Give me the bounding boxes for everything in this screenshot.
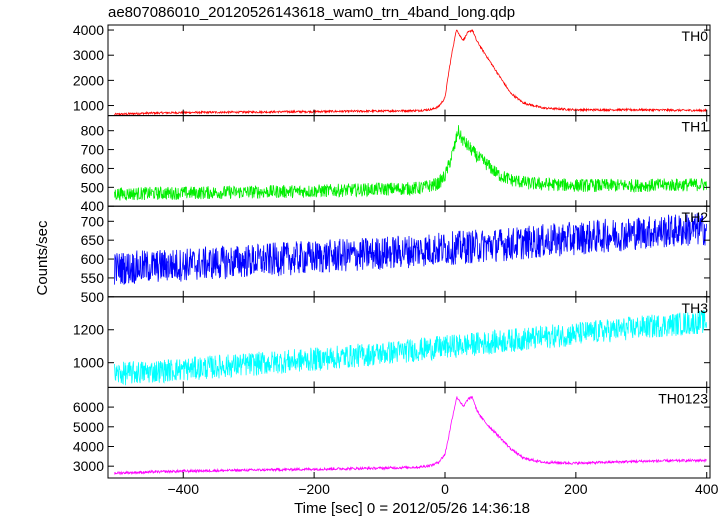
series-line-th0123 (114, 395, 707, 476)
x-axis: −400 −200 0 200 400 (167, 481, 718, 497)
x-tick-label: 0 (441, 481, 449, 497)
x-tick-label: 200 (564, 481, 588, 497)
panel-frame (107, 386, 711, 479)
panel-frame (107, 24, 711, 117)
y-tick-label: 500 (81, 289, 105, 305)
y-tick-label: 700 (81, 142, 105, 158)
y-tick-label: 2000 (73, 72, 104, 88)
panel-th0: 1000 2000 3000 4000 TH0 (73, 22, 711, 117)
y-tick-label: 400 (81, 198, 105, 214)
x-tick-label: 400 (695, 481, 719, 497)
series-line-th0 (114, 29, 707, 116)
y-tick-label: 3000 (73, 47, 104, 63)
y-tick-label: 700 (81, 213, 105, 229)
chart-panels: 1000 2000 3000 4000 TH0 400 500 600 700 800 TH1 500… (73, 22, 711, 479)
panel-label: TH3 (682, 300, 709, 316)
y-tick-label: 1000 (73, 98, 104, 114)
y-tick-label: 550 (81, 270, 105, 286)
y-tick-label: 1000 (73, 355, 104, 371)
x-tick-label: −200 (298, 481, 330, 497)
y-tick-label: 4000 (73, 438, 104, 454)
x-axis-label: Time [sec] 0 = 2012/05/26 14:36:18 (294, 500, 530, 516)
series-line-th3 (114, 310, 707, 386)
panel-th2: 500 550 600 650 700 TH2 (81, 205, 711, 305)
series-line-th1 (114, 125, 707, 202)
y-tick-label: 600 (81, 251, 105, 267)
panel-label: TH0123 (658, 390, 708, 406)
panel-label: TH1 (682, 119, 709, 135)
y-tick-label: 3000 (73, 458, 104, 474)
y-tick-label: 6000 (73, 399, 104, 415)
y-tick-label: 5000 (73, 419, 104, 435)
y-tick-label: 650 (81, 232, 105, 248)
y-tick-label: 4000 (73, 22, 104, 38)
x-tick-label: −400 (167, 481, 199, 497)
y-tick-label: 500 (81, 179, 105, 195)
panel-frame (107, 296, 711, 388)
series-line-th2 (114, 213, 707, 285)
chart-title: ae807086010_20120526143618_wam0_trn_4ban… (108, 4, 515, 21)
y-tick-label: 600 (81, 160, 105, 176)
panel-th3: 1000 1200 TH3 (73, 296, 711, 388)
y-tick-label: 1200 (73, 322, 104, 338)
panel-label: TH0 (682, 28, 709, 44)
y-axis-label: Counts/sec (34, 220, 51, 296)
y-tick-label: 800 (81, 123, 105, 139)
panel-th1: 400 500 600 700 800 TH1 (81, 115, 711, 214)
panel-th0123: 3000 4000 5000 6000 TH0123 (73, 386, 711, 479)
panel-label: TH2 (682, 209, 709, 225)
